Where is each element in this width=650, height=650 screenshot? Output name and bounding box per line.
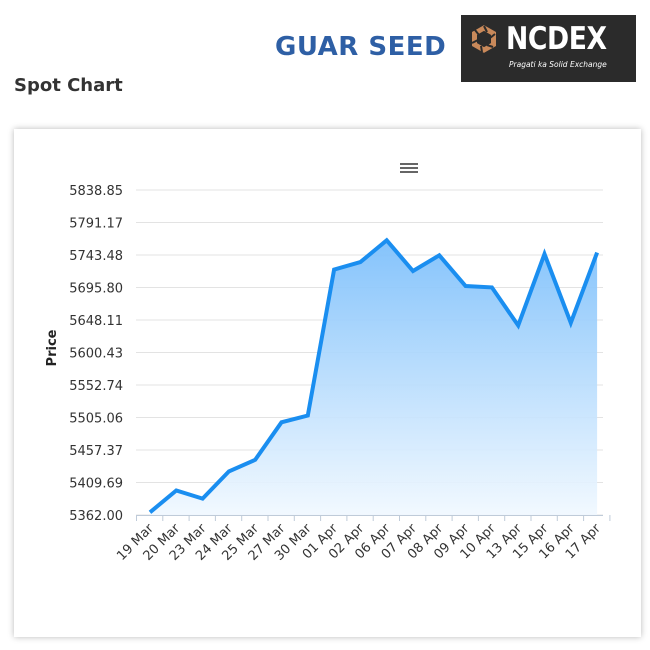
y-tick-label: 5743.48 <box>69 249 123 264</box>
logo-tagline: Pragati ka Solid Exchange <box>509 60 607 69</box>
hamburger-menu-icon-bar <box>400 171 418 173</box>
y-axis-title: Price <box>45 329 60 366</box>
ncdex-logo-mark-icon <box>471 25 496 53</box>
y-tick-label: 5648.11 <box>69 314 123 329</box>
y-tick-label: 5600.43 <box>69 346 123 361</box>
y-tick-label: 5457.37 <box>69 444 123 459</box>
y-tick-label: 5552.74 <box>69 379 123 394</box>
hamburger-menu-icon <box>400 163 418 165</box>
y-tick-label: 5505.06 <box>69 411 123 426</box>
x-axis <box>136 515 611 521</box>
y-tick-label: 5695.80 <box>69 281 123 296</box>
product-title: GUAR SEED <box>275 32 447 62</box>
hamburger-menu-icon-bar <box>400 167 418 169</box>
y-tick-label: 5838.85 <box>69 184 123 199</box>
spot-chart: 5362.00 5409.69 5457.37 5505.06 5552.74 5600.… <box>45 184 611 564</box>
series-area <box>150 240 598 516</box>
y-tick-label: 5409.69 <box>69 476 123 491</box>
chart-menu-button[interactable] <box>400 161 418 177</box>
y-tick-label: 5791.17 <box>69 216 123 231</box>
y-tick-label: 5362.00 <box>69 509 123 524</box>
section-title: Spot Chart <box>14 75 123 96</box>
chart-card: 5362.00 5409.69 5457.37 5505.06 5552.74 5600.… <box>14 129 641 637</box>
series-line <box>148 237 599 514</box>
logo-name: NCDEX <box>506 21 607 57</box>
ncdex-logo: NCDEX Pragati ka Solid Exchange <box>461 15 636 82</box>
